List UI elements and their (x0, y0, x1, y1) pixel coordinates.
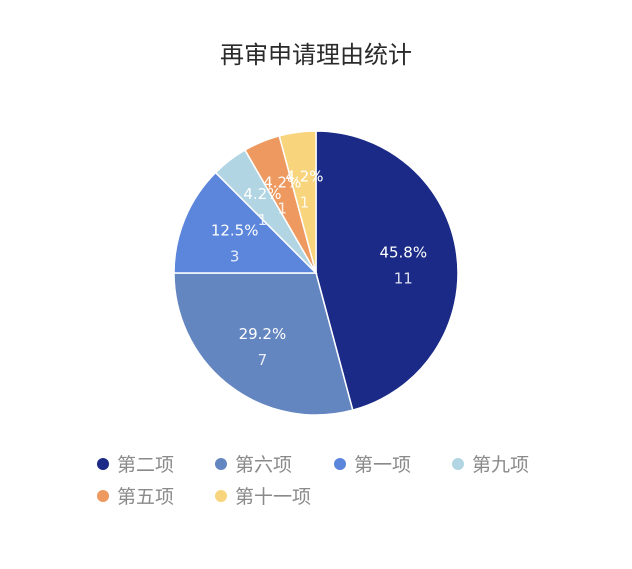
legend-label-2: 第六项 (235, 454, 292, 476)
slice-value-label-5: 1 (278, 200, 288, 218)
slice-value-label-4: 1 (258, 211, 268, 229)
legend-item-2[interactable]: 第六项 (215, 454, 292, 476)
legend-marker-4 (452, 458, 464, 470)
legend-item-3[interactable]: 第一项 (334, 454, 411, 476)
chart-title: 再审申请理由统计 (220, 41, 412, 69)
pie-slice-3 (173, 171, 318, 274)
slice-percent-label-3: 12.5% (211, 221, 259, 239)
slice-percent-label-6: 4.2% (285, 168, 323, 186)
pie-slice-6 (278, 130, 317, 274)
legend-item-5[interactable]: 第五项 (97, 486, 174, 508)
legend-item-6[interactable]: 第十一项 (215, 486, 311, 508)
slice-value-label-6: 1 (300, 194, 310, 212)
legend-marker-1 (97, 458, 109, 470)
legend-marker-5 (97, 490, 109, 502)
slice-percent-label-5: 4.2% (263, 174, 301, 192)
slice-value-label-2: 7 (258, 351, 268, 369)
pie-slices (173, 130, 459, 416)
pie-slice-2 (173, 272, 354, 416)
legend-marker-2 (215, 458, 227, 470)
legend-marker-3 (334, 458, 346, 470)
legend-label-1: 第二项 (117, 454, 174, 476)
legend-label-5: 第五项 (117, 486, 174, 508)
slice-percent-label-1: 45.8% (379, 244, 427, 262)
slice-percent-label-2: 29.2% (239, 325, 287, 343)
slice-value-label-3: 3 (230, 247, 240, 265)
legend-item-1[interactable]: 第二项 (97, 454, 174, 476)
slice-value-label-1: 11 (394, 270, 413, 288)
legend-label-6: 第十一项 (235, 486, 311, 508)
legend-label-4: 第九项 (472, 454, 529, 476)
legend-marker-6 (215, 490, 227, 502)
pie-slice-1 (315, 130, 459, 412)
legend-item-4[interactable]: 第九项 (452, 454, 529, 476)
legend-label-3: 第一项 (354, 454, 411, 476)
slice-percent-label-4: 4.2% (243, 185, 281, 203)
